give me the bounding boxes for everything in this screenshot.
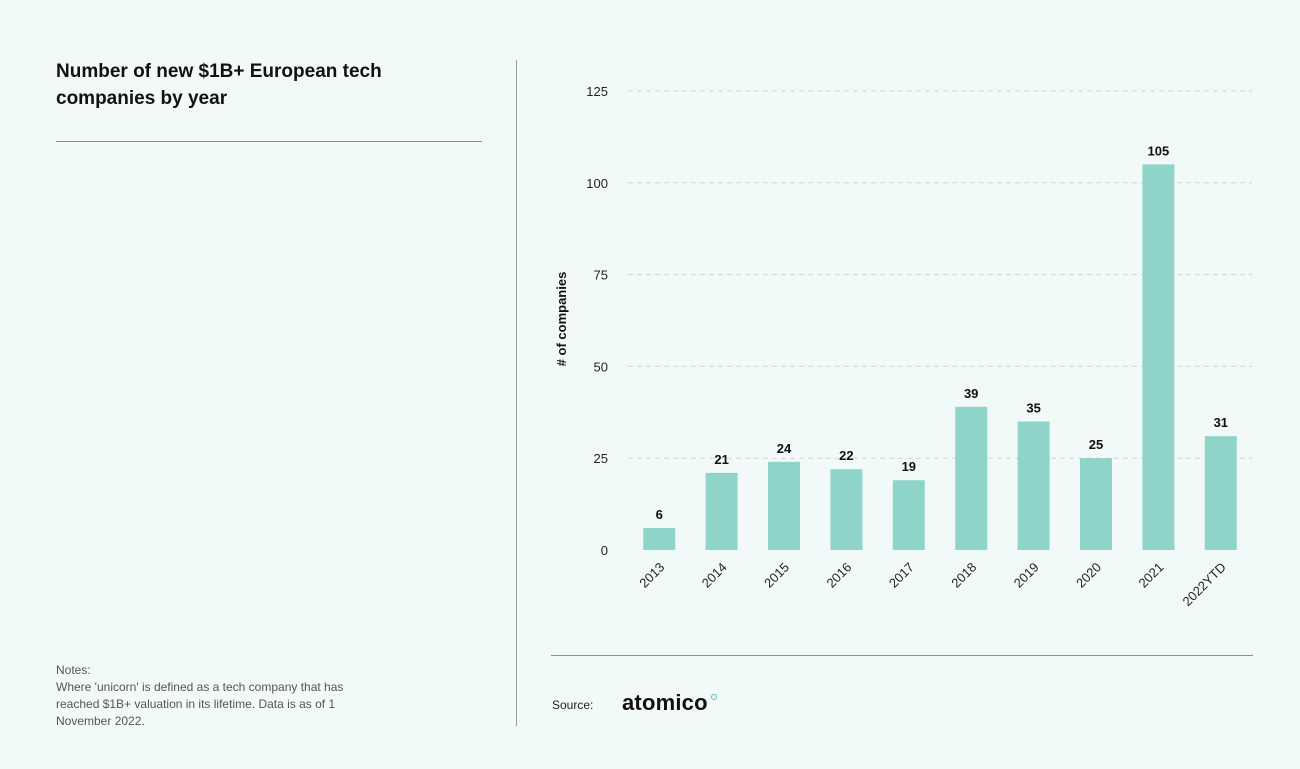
x-tick-label: 2016 <box>823 560 854 591</box>
source-divider <box>551 655 1253 656</box>
bar-2020 <box>1080 458 1112 550</box>
x-tick-label: 2013 <box>636 560 667 591</box>
notes: Notes: Where 'unicorn' is defined as a t… <box>56 662 386 730</box>
y-tick-label: 125 <box>586 84 608 99</box>
data-label: 6 <box>656 507 663 522</box>
y-tick-label: 75 <box>594 268 608 283</box>
x-axis-ticks: 2013 2014 2015 2016 2017 2018 2019 2020 2021 2022… <box>636 560 1229 609</box>
x-tick-label: 2014 <box>699 560 730 591</box>
bar-2019 <box>1017 421 1050 550</box>
data-label: 39 <box>964 386 978 401</box>
bar-2014 <box>705 472 738 550</box>
logo-accent-icon <box>711 694 717 700</box>
gridlines <box>628 90 1252 459</box>
data-label: 19 <box>902 459 916 474</box>
data-label: 22 <box>839 448 853 463</box>
data-label: 31 <box>1214 415 1228 430</box>
x-tick-label: 2019 <box>1011 560 1042 591</box>
data-label: 25 <box>1089 437 1103 452</box>
x-tick-label: 2021 <box>1135 560 1166 591</box>
bar-2017 <box>892 480 925 550</box>
bar-chart: 0 25 50 75 100 125 # of companies 6 21 24 22 19 39… <box>554 84 1252 609</box>
bars <box>643 164 1237 550</box>
bar-2015 <box>768 461 800 550</box>
data-labels: 6 21 24 22 19 39 35 25 105 31 <box>656 143 1228 522</box>
data-label: 24 <box>777 441 792 456</box>
bar-2016 <box>830 469 863 550</box>
data-label: 35 <box>1026 400 1040 415</box>
title-divider <box>56 141 482 142</box>
y-tick-label: 50 <box>594 359 608 374</box>
bar-2022ytd <box>1204 436 1237 550</box>
bar-2013 <box>643 527 676 550</box>
notes-label: Notes: <box>56 663 91 677</box>
x-tick-label: 2020 <box>1073 560 1104 591</box>
data-label: 105 <box>1148 143 1170 158</box>
source-label: Source: <box>552 698 594 712</box>
y-axis-ticks: 0 25 50 75 100 125 <box>586 84 608 558</box>
y-axis-label: # of companies <box>554 272 569 367</box>
bar-2021 <box>1142 164 1175 550</box>
atomico-logo: atomico <box>622 690 708 715</box>
x-tick-label: 2018 <box>948 560 979 591</box>
y-tick-label: 100 <box>586 176 608 191</box>
data-label: 21 <box>714 452 728 467</box>
vertical-divider <box>516 60 517 726</box>
chart-title: Number of new $1B+ European tech compani… <box>56 61 382 109</box>
y-tick-label: 0 <box>601 543 608 558</box>
notes-text: Where 'unicorn' is defined as a tech com… <box>56 680 344 728</box>
x-tick-label: 2017 <box>886 560 917 591</box>
x-tick-label: 2022YTD <box>1179 560 1228 609</box>
x-tick-label: 2015 <box>761 560 792 591</box>
y-tick-label: 25 <box>594 451 608 466</box>
bar-2018 <box>955 406 988 550</box>
